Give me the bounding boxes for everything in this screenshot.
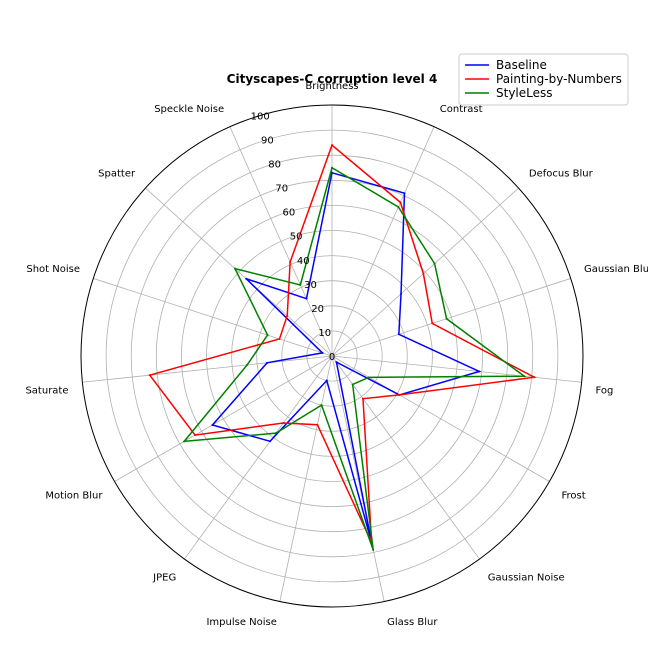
radial-tick-label: 30 (304, 280, 317, 291)
radial-tick-label: 60 (283, 208, 296, 219)
radial-tick-label: 20 (311, 304, 324, 315)
point-baseline-jpeg (269, 440, 272, 443)
point-painting-by-numbers-spatter (286, 314, 289, 317)
series-line-styleless (182, 166, 527, 551)
point-baseline-saturate (266, 361, 269, 364)
point-baseline-speckle-noise (305, 297, 308, 300)
point-baseline-gaussian-blur (397, 333, 400, 336)
point-baseline-shot-noise (321, 351, 324, 354)
category-label-defocus-blur: Defocus Blur (529, 169, 594, 180)
radial-tick-label: 100 (251, 112, 270, 123)
radial-tick-label: 10 (318, 328, 331, 339)
point-baseline-fog (478, 370, 481, 373)
point-painting-by-numbers-brightness (331, 144, 333, 147)
category-label-spatter: Spatter (98, 169, 136, 180)
category-label-jpeg: JPEG (152, 572, 176, 583)
point-baseline-contrast (403, 192, 406, 195)
category-label-speckle-noise: Speckle Noise (154, 104, 224, 115)
spoke-spatter (145, 187, 333, 357)
radial-tick-label: 0 (329, 352, 335, 363)
point-painting-by-numbers-impulse-noise (316, 423, 319, 426)
point-styleless-spatter (234, 267, 236, 270)
spoke-gaussian-noise (331, 355, 480, 560)
point-styleless-saturate (246, 363, 249, 366)
category-label-fog: Fog (596, 386, 614, 397)
point-styleless-glass-blur (372, 548, 375, 551)
category-label-contrast: Contrast (440, 104, 483, 115)
point-painting-by-numbers-defocus-blur (422, 272, 425, 275)
category-label-saturate: Saturate (25, 386, 68, 397)
point-baseline-motion-blur (211, 424, 214, 427)
chart-title: Cityscapes-C corruption level 4 (227, 72, 438, 86)
point-styleless-gaussian-blur (445, 317, 448, 320)
point-styleless-motion-blur (183, 440, 186, 443)
legend-label-painting-by-numbers: Painting-by-Numbers (496, 72, 622, 86)
spoke-speckle-noise (229, 126, 333, 357)
legend-label-styleless: StyleLess (496, 86, 553, 100)
point-baseline-spatter (245, 277, 248, 280)
spoke-fog (331, 355, 582, 383)
category-labels: Brightness Speckle Noise Spatter Shot Noise… (25, 81, 648, 628)
point-styleless-contrast (397, 205, 400, 208)
point-painting-by-numbers-gaussian-noise (361, 397, 364, 400)
outer-frame (80, 104, 584, 608)
point-painting-by-numbers-motion-blur (194, 434, 197, 437)
radial-tick-label: 40 (297, 256, 310, 267)
point-painting-by-numbers-speckle-noise (289, 260, 292, 263)
point-styleless-speckle-noise (299, 283, 302, 286)
legend-frame (458, 53, 629, 106)
point-styleless-brightness (331, 166, 333, 169)
legend-label-baseline: Baseline (496, 58, 547, 72)
point-styleless-fog (523, 375, 526, 378)
category-label-gaussian-noise: Gaussian Noise (488, 572, 565, 583)
category-label-shot-noise: Shot Noise (26, 264, 80, 275)
point-baseline-gaussian-noise (335, 361, 338, 364)
point-styleless-impulse-noise (320, 404, 323, 407)
radial-tick-label: 70 (275, 184, 288, 195)
series-line-painting-by-numbers (148, 143, 537, 543)
point-styleless-gaussian-noise (351, 383, 354, 386)
series-layer (148, 143, 537, 551)
category-label-motion-blur: Motion Blur (45, 491, 103, 502)
category-label-gaussian-blur: Gaussian Blur (584, 264, 648, 275)
radial-tick-label: 90 (261, 136, 274, 147)
spoke-jpeg (184, 355, 333, 560)
category-label-impulse-noise: Impulse Noise (206, 617, 276, 628)
point-painting-by-numbers-fog (533, 376, 536, 379)
point-baseline-impulse-noise (325, 379, 328, 382)
spoke-glass-blur (331, 355, 385, 602)
spoke-gaussian-blur (331, 278, 571, 357)
point-styleless-jpeg (274, 432, 277, 435)
point-painting-by-numbers-frost (398, 393, 401, 396)
category-label-frost: Frost (562, 491, 586, 502)
point-painting-by-numbers-gaussian-blur (431, 322, 434, 325)
spoke-saturate (82, 355, 333, 383)
category-label-glass-blur: Glass Blur (387, 617, 438, 628)
spoke-shot-noise (93, 278, 333, 357)
point-styleless-shot-noise (266, 334, 269, 337)
radial-tick-label: 80 (268, 160, 281, 171)
point-styleless-defocus-blur (433, 262, 436, 265)
series-line-baseline (211, 171, 482, 543)
polar-grid (80, 104, 584, 608)
radial-ticks: 0 10 20 30 40 50 60 70 80 90 100 (251, 112, 336, 364)
point-painting-by-numbers-saturate (148, 374, 151, 377)
point-painting-by-numbers-shot-noise (278, 337, 281, 340)
legend: Baseline Painting-by-Numbers StyleLess (458, 53, 629, 106)
spoke-defocus-blur (331, 187, 519, 357)
point-styleless-frost (367, 376, 370, 379)
point-painting-by-numbers-contrast (399, 201, 402, 204)
radial-tick-label: 50 (290, 232, 303, 243)
point-baseline-defocus-blur (400, 292, 403, 295)
point-painting-by-numbers-jpeg (282, 422, 285, 425)
category-label-brightness: Brightness (305, 81, 358, 92)
spoke-contrast (331, 126, 435, 357)
spoke-motion-blur (114, 355, 333, 482)
spoke-impulse-noise (279, 355, 333, 602)
